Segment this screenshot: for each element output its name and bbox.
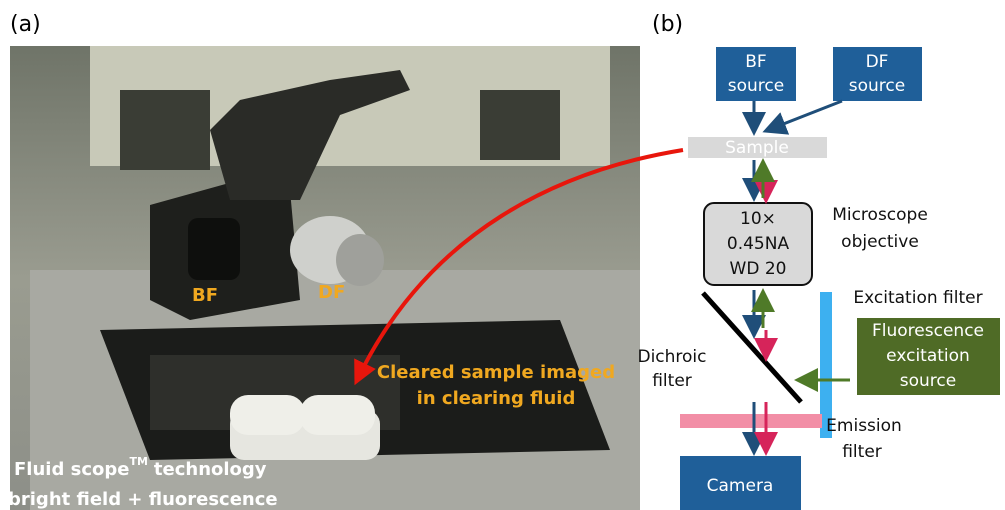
emission-filter [680, 414, 822, 428]
node-label: DF [866, 52, 889, 72]
caption-part: Fluid scope [14, 459, 129, 480]
side-label: Microscope [832, 205, 928, 225]
photo-label: DF [318, 282, 345, 303]
caption-part: technology [154, 459, 267, 480]
node-label: source [900, 371, 956, 391]
side-label: Dichroic [637, 347, 706, 367]
side-label: Emission [826, 416, 902, 436]
panel-label: (a) [10, 12, 41, 37]
node-label: Sample [725, 138, 789, 158]
dichroic-filter [703, 293, 801, 402]
caption: bright field + fluorescence [8, 489, 278, 510]
panel-label: (b) [652, 12, 683, 37]
side-label: filter [842, 442, 882, 462]
side-label: Excitation filter [853, 288, 982, 308]
figure: (a) BF DF Cleared sample imaged in clear… [0, 0, 1005, 510]
caption-superscript: TM [129, 455, 147, 468]
annotation: Cleared sample imaged [377, 362, 615, 383]
node-label: 0.45NA [727, 234, 790, 254]
node-label: Fluorescence [872, 321, 984, 341]
photo [10, 46, 640, 510]
node-label: excitation [886, 346, 970, 366]
node-label: source [849, 76, 905, 96]
side-label: filter [652, 371, 692, 391]
side-label: objective [841, 232, 919, 252]
node-label: BF [745, 52, 766, 72]
node-label: source [728, 76, 784, 96]
node-label: 10× [740, 209, 776, 229]
photo-label: BF [192, 285, 218, 306]
node-label: Camera [707, 476, 774, 496]
node-label: WD 20 [730, 259, 787, 279]
annotation: in clearing fluid [417, 388, 576, 409]
